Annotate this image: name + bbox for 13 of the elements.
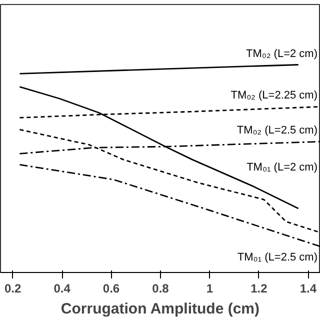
x-tick-label: 1.2 [250, 282, 268, 296]
x-tick-label: 1.4 [300, 282, 317, 296]
x-tick-label: 0.6 [102, 282, 120, 296]
x-tick-label: 0.8 [152, 282, 170, 296]
series-label: TM₀₂ (L=2 cm) [246, 48, 318, 60]
x-tick-label: 0.4 [54, 282, 71, 296]
x-tick-label: 1 [206, 282, 214, 296]
x-axis-title: Corrugation Amplitude (cm) [60, 300, 260, 318]
series-label: TM₀₂ (L=2.5 cm) [236, 124, 318, 137]
series-label: TM₀₁ (L=2.5 cm) [237, 252, 318, 264]
series-label: TM₀₁ (L=2 cm) [246, 162, 318, 174]
x-tick-label: 0.2 [4, 282, 22, 296]
series-label: TM₀₂ (L=2.25 cm) [230, 90, 318, 102]
